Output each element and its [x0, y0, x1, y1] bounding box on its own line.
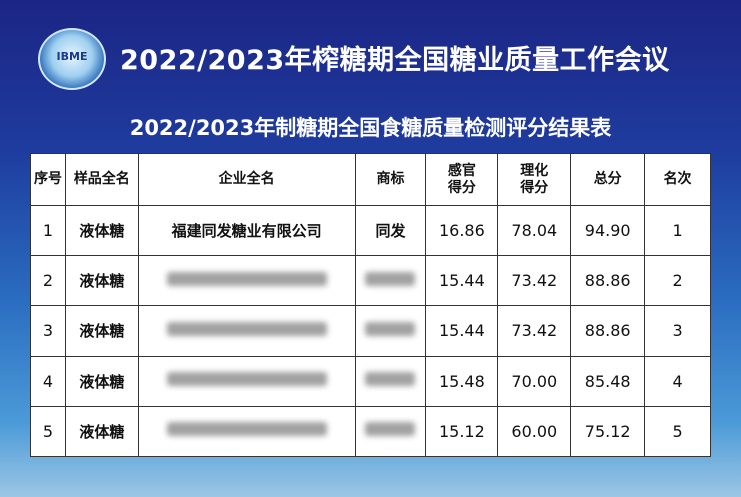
cell-sample: 液体糖 — [64, 405, 139, 458]
ibme-logo: IBME — [38, 28, 106, 90]
cell-rank: 2 — [644, 255, 711, 307]
table-row: 1 液体糖 福建同发糖业有限公司 同发 16.86 78.04 94.90 1 — [30, 204, 711, 257]
logo-text: IBME — [56, 50, 88, 63]
cell-company — [137, 305, 356, 357]
cell-no: 3 — [30, 305, 66, 357]
column-header: 理化 得分 — [497, 153, 572, 206]
cell-brand — [354, 355, 427, 407]
column-header: 感官 得分 — [425, 153, 499, 206]
cell-brand — [354, 305, 427, 357]
cell-company — [137, 405, 356, 458]
table-row: 3 液体糖 15.44 73.42 88.86 3 — [30, 305, 711, 357]
cell-no: 4 — [30, 355, 66, 407]
redacted-text — [166, 321, 327, 336]
table-row: 4 液体糖 15.48 70.00 85.48 4 — [30, 355, 711, 407]
cell-physchem: 70.00 — [497, 355, 572, 407]
cell-no: 1 — [30, 204, 66, 257]
cell-sensory: 15.48 — [425, 355, 499, 407]
cell-physchem: 78.04 — [497, 204, 572, 257]
column-header: 样品全名 — [64, 153, 139, 206]
redacted-text — [365, 271, 416, 286]
cell-sensory: 15.12 — [425, 405, 499, 458]
redacted-text — [166, 422, 327, 437]
cell-rank: 3 — [644, 305, 711, 357]
cell-sample: 液体糖 — [64, 204, 139, 257]
redacted-text — [365, 321, 416, 336]
cell-company — [137, 255, 356, 307]
column-header: 商标 — [354, 153, 427, 206]
cell-physchem: 60.00 — [497, 405, 572, 458]
cell-rank: 5 — [644, 405, 711, 458]
table-title: 2022/2023年制糖期全国食糖质量检测评分结果表 — [129, 116, 612, 140]
redacted-text — [166, 271, 327, 286]
table-row: 5 液体糖 15.12 60.00 75.12 5 — [30, 405, 711, 458]
results-table: 序号 样品全名 企业全名 商标 感官 得分 理化 得分 总分 名次 1 液体糖 福建同发糖业有限公… — [30, 153, 711, 458]
table-row: 2 液体糖 15.44 73.42 88.86 2 — [30, 255, 711, 307]
cell-brand — [354, 255, 427, 307]
cell-no: 5 — [30, 405, 66, 458]
cell-sample: 液体糖 — [64, 255, 139, 307]
cell-rank: 4 — [644, 355, 711, 407]
cell-total: 75.12 — [570, 405, 646, 458]
cell-physchem: 73.42 — [497, 305, 572, 357]
column-header: 序号 — [30, 153, 66, 206]
cell-rank: 1 — [644, 204, 711, 257]
cell-no: 2 — [30, 255, 66, 307]
cell-sensory: 15.44 — [425, 305, 499, 357]
cell-physchem: 73.42 — [497, 255, 572, 307]
redacted-text — [365, 372, 416, 387]
cell-total: 88.86 — [570, 255, 646, 307]
cell-sample: 液体糖 — [64, 355, 139, 407]
cell-brand — [354, 405, 427, 458]
cell-total: 85.48 — [570, 355, 646, 407]
page-title: 2022/2023年榨糖期全国糖业质量工作会议 — [120, 45, 670, 76]
column-header: 名次 — [644, 153, 711, 206]
column-header: 企业全名 — [137, 153, 356, 206]
redacted-text — [166, 372, 327, 387]
cell-total: 88.86 — [570, 305, 646, 357]
cell-sensory: 15.44 — [425, 255, 499, 307]
cell-brand: 同发 — [354, 204, 427, 257]
cell-sample: 液体糖 — [64, 305, 139, 357]
cell-total: 94.90 — [570, 204, 646, 257]
cell-company — [137, 355, 356, 407]
redacted-text — [365, 422, 416, 437]
cell-company: 福建同发糖业有限公司 — [137, 204, 356, 257]
cell-sensory: 16.86 — [425, 204, 499, 257]
column-header: 总分 — [570, 153, 646, 206]
